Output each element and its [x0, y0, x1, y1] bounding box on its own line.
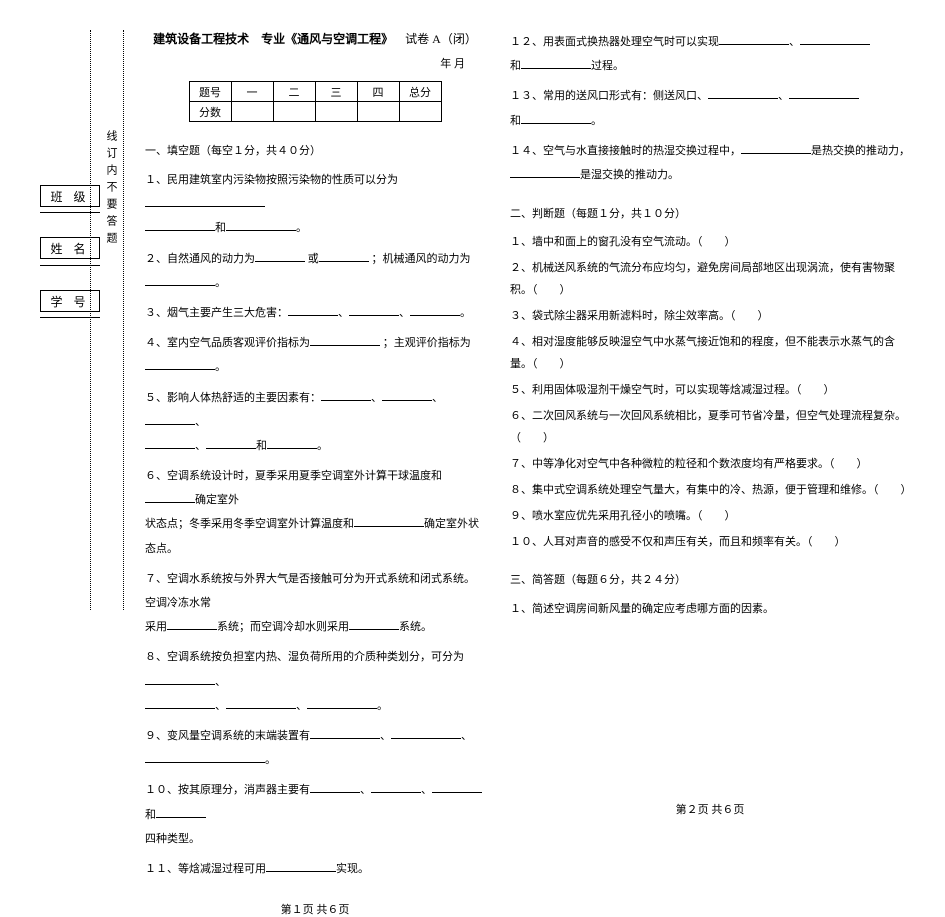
j3: ３、袋式除尘器采用新滤料时，除尘效率高。（ ） — [510, 305, 910, 327]
q5: ５、影响人体热舒适的主要因素有：、、、 、和。 — [145, 386, 485, 459]
fill-blank[interactable] — [310, 781, 360, 793]
th-num: 题号 — [189, 82, 231, 102]
major-text: 建筑设备工程技术 — [153, 32, 249, 46]
section2-header: 二、判断题（每题１分，共１０分） — [510, 205, 910, 221]
fill-blank[interactable] — [145, 437, 195, 449]
th-3: 三 — [315, 82, 357, 102]
th-2: 二 — [273, 82, 315, 102]
fill-blank[interactable] — [371, 781, 421, 793]
q14: １４、空气与水直接接触时的热湿交换过程中，是热交换的推动力， 是湿交换的推动力。 — [510, 139, 910, 187]
fill-blank[interactable] — [349, 618, 399, 630]
binding-dotted-line-2 — [123, 30, 124, 610]
fill-blank[interactable] — [145, 358, 215, 370]
fill-blank[interactable] — [521, 112, 591, 124]
date-line: 年 月 — [145, 55, 485, 71]
course-text: 专业《通风与空调工程》 — [261, 32, 393, 46]
q13: １３、常用的送风口形式有：侧送风口、、 和。 — [510, 84, 910, 132]
fill-blank[interactable] — [391, 727, 461, 739]
page1-footer: 第１页 共６页 — [145, 901, 485, 917]
fill-blank[interactable] — [206, 437, 256, 449]
fill-blank[interactable] — [410, 304, 460, 316]
fill-blank[interactable] — [145, 491, 195, 503]
q7: ７、空调水系统按与外界大气是否接触可分为开式系统和闭式系统。空调冷冻水常 采用系… — [145, 567, 485, 640]
td-score-label: 分数 — [189, 102, 231, 122]
name-underline — [40, 265, 100, 266]
j5: ５、利用固体吸湿剂干燥空气时，可以实现等焓减湿过程。（ ） — [510, 379, 910, 401]
fill-blank[interactable] — [145, 413, 195, 425]
fill-blank[interactable] — [145, 195, 265, 207]
q6: ６、空调系统设计时，夏季采用夏季空调室外计算干球温度和确定室外 状态点；冬季采用… — [145, 464, 485, 561]
fill-blank[interactable] — [145, 697, 215, 709]
q1: １、民用建筑室内污染物按照污染物的性质可以分为 和。 — [145, 168, 485, 241]
j7: ７、中等净化对空气中各种微粒的粒径和个数浓度均有严格要求。（ ） — [510, 453, 910, 475]
fill-blank[interactable] — [310, 334, 380, 346]
j8: ８、集中式空调系统处理空气量大，有集中的冷、热源，便于管理和维修。（ ） — [510, 479, 910, 501]
q3: ３、烟气主要产生三大危害：、、。 — [145, 301, 485, 325]
fill-blank[interactable] — [145, 274, 215, 286]
fill-blank[interactable] — [267, 437, 317, 449]
fill-blank[interactable] — [719, 33, 789, 45]
fill-blank[interactable] — [349, 304, 399, 316]
fill-blank[interactable] — [521, 57, 591, 69]
fill-blank[interactable] — [145, 673, 215, 685]
j6: ６、二次回风系统与一次回风系统相比，夏季可节省冷量，但空气处理流程复杂。（ ） — [510, 405, 910, 449]
fill-blank[interactable] — [510, 166, 580, 178]
fill-blank[interactable] — [321, 389, 371, 401]
q2: ２、自然通风的动力为 或 ；机械通风的动力为。 — [145, 247, 485, 295]
q8: ８、空调系统按负担室内热、湿负荷所用的介质种类划分，可分为、 、、。 — [145, 645, 485, 718]
fill-blank[interactable] — [708, 87, 778, 99]
judge-list: １、墙中和面上的窗孔没有空气流动。（ ） ２、机械送风系统的气流分布应均匀，避免… — [510, 231, 910, 553]
page2-footer: 第２页 共６页 — [510, 801, 910, 817]
fill-blank[interactable] — [226, 219, 296, 231]
exam-title: 建筑设备工程技术 专业《通风与空调工程》 试卷 A（闭） — [145, 30, 485, 47]
table-row: 分数 — [189, 102, 441, 122]
paper-type: 试卷 A（闭） — [405, 32, 477, 46]
th-4: 四 — [357, 82, 399, 102]
page-1-content: 建筑设备工程技术 专业《通风与空调工程》 试卷 A（闭） 年 月 题号 一 二 … — [145, 30, 485, 917]
j9: ９、喷水室应优先采用孔径小的喷嘴。（ ） — [510, 505, 910, 527]
fill-blank[interactable] — [354, 515, 424, 527]
score-table: 题号 一 二 三 四 总分 分数 — [189, 81, 442, 122]
q9: ９、变风量空调系统的末端装置有、、 。 — [145, 724, 485, 772]
section1-header: 一、填空题（每空１分，共４０分） — [145, 142, 485, 158]
j2: ２、机械送风系统的气流分布应均匀，避免房间局部地区出现涡流，使有害物聚积。（ ） — [510, 257, 910, 301]
j10: １０、人耳对声音的感受不仅和声压有关，而且和频率有关。（ ） — [510, 531, 910, 553]
fill-blank[interactable] — [741, 142, 811, 154]
q12: １２、用表面式换热器处理空气时可以实现、 和过程。 — [510, 30, 910, 78]
class-underline — [40, 212, 100, 213]
fill-blank[interactable] — [167, 618, 217, 630]
th-total: 总分 — [399, 82, 441, 102]
q4: ４、室内空气品质客观评价指标为 ；主观评价指标为。 — [145, 331, 485, 379]
page-2-content: １２、用表面式换热器处理空气时可以实现、 和过程。 １３、常用的送风口形式有：侧… — [510, 30, 910, 817]
binding-dotted-line-1 — [90, 30, 91, 610]
table-row: 题号 一 二 三 四 总分 — [189, 82, 441, 102]
j4: ４、相对湿度能够反映湿空气中水蒸气接近饱和的程度，但不能表示水蒸气的含量。（ ） — [510, 331, 910, 375]
fill-blank[interactable] — [307, 697, 377, 709]
fill-blank[interactable] — [800, 33, 870, 45]
id-underline — [40, 317, 100, 318]
q10: １０、按其原理分，消声器主要有、、和 四种类型。 — [145, 778, 485, 851]
binding-vertical-text: 线订内不要答题 — [103, 130, 119, 249]
fill-blank[interactable] — [226, 697, 296, 709]
fill-blank[interactable] — [145, 219, 215, 231]
fill-blank[interactable] — [432, 781, 482, 793]
fill-blank[interactable] — [266, 860, 336, 872]
name-label-box: 姓 名 — [40, 237, 100, 259]
section3-header: 三、简答题（每题６分，共２４分） — [510, 571, 910, 587]
fill-blank[interactable] — [156, 806, 206, 818]
q11: １１、等焓减湿过程可用实现。 — [145, 857, 485, 881]
j1: １、墙中和面上的窗孔没有空气流动。（ ） — [510, 231, 910, 253]
fill-blank[interactable] — [382, 389, 432, 401]
fill-blank[interactable] — [789, 87, 859, 99]
class-label-box: 班 级 — [40, 185, 100, 207]
fill-blank[interactable] — [255, 250, 305, 262]
fill-blank[interactable] — [145, 751, 265, 763]
s3q1: １、简述空调房间新风量的确定应考虑哪方面的因素。 — [510, 597, 910, 621]
fill-blank[interactable] — [288, 304, 338, 316]
id-label-box: 学 号 — [40, 290, 100, 312]
fill-blank[interactable] — [319, 250, 369, 262]
th-1: 一 — [231, 82, 273, 102]
fill-blank[interactable] — [310, 727, 380, 739]
